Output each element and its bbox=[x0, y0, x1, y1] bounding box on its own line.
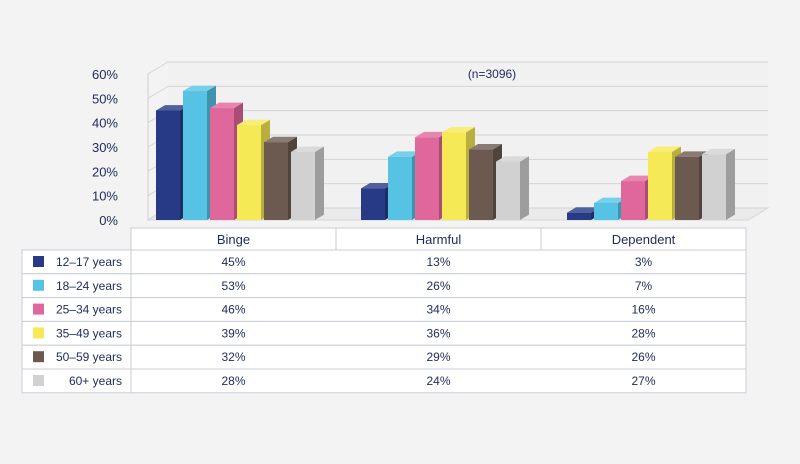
legend-label: 60+ years bbox=[69, 374, 122, 388]
bar-top bbox=[156, 105, 189, 111]
sample-size-annotation: (n=3096) bbox=[468, 67, 516, 81]
data-label: 27% bbox=[631, 374, 655, 388]
bar-side bbox=[726, 148, 735, 220]
bar-side bbox=[315, 146, 324, 220]
data-label: 28% bbox=[631, 326, 655, 340]
bar-front bbox=[442, 132, 466, 220]
data-label: 24% bbox=[426, 374, 450, 388]
data-label: 7% bbox=[635, 279, 653, 293]
y-tick-label: 30% bbox=[92, 140, 118, 155]
bar-top bbox=[361, 182, 394, 189]
bar-front bbox=[415, 137, 439, 220]
gridline bbox=[147, 61, 768, 75]
data-label: 13% bbox=[426, 255, 450, 269]
data-label: 29% bbox=[426, 350, 450, 364]
bar-top bbox=[469, 144, 502, 150]
bar-front bbox=[675, 156, 699, 220]
data-label: 3% bbox=[635, 255, 653, 269]
bar-front bbox=[291, 151, 315, 220]
bar-front bbox=[469, 149, 493, 220]
bar-top bbox=[442, 127, 475, 133]
data-label: 45% bbox=[221, 255, 245, 269]
y-tick-label: 0% bbox=[99, 213, 118, 228]
gridline bbox=[147, 85, 768, 99]
data-label: 34% bbox=[426, 303, 450, 317]
bar-top bbox=[291, 146, 324, 152]
column-header: Harmful bbox=[416, 232, 462, 247]
y-tick-label: 40% bbox=[92, 116, 118, 131]
bar-binge-6 bbox=[291, 146, 324, 220]
data-label: 28% bbox=[221, 374, 245, 388]
legend-swatch bbox=[33, 256, 44, 267]
data-label: 46% bbox=[221, 303, 245, 317]
legend-label: 50–59 years bbox=[56, 350, 122, 364]
bar-top bbox=[237, 119, 270, 126]
column-header: Binge bbox=[217, 232, 250, 247]
legend-label: 18–24 years bbox=[56, 279, 122, 293]
y-tick-label: 60% bbox=[92, 67, 118, 82]
bar-front bbox=[648, 151, 672, 220]
bar-front bbox=[264, 142, 288, 220]
bar-top bbox=[702, 148, 735, 155]
bar-front bbox=[156, 110, 180, 220]
bar-top bbox=[388, 151, 421, 157]
bar-front bbox=[388, 156, 412, 220]
bar-front bbox=[594, 202, 618, 220]
bar-top bbox=[183, 85, 216, 92]
bars-layer bbox=[156, 85, 735, 221]
y-tick-label: 20% bbox=[92, 164, 118, 179]
data-label: 53% bbox=[221, 279, 245, 293]
bar-top bbox=[210, 102, 243, 109]
data-label: 32% bbox=[221, 350, 245, 364]
legend-label: 35–49 years bbox=[56, 326, 122, 340]
data-label: 39% bbox=[221, 326, 245, 340]
legend-label: 12–17 years bbox=[56, 255, 122, 269]
bar-side bbox=[520, 156, 529, 220]
legend-swatch bbox=[33, 351, 44, 363]
bar-top bbox=[496, 156, 529, 162]
legend-swatch bbox=[33, 327, 44, 339]
bar-harmful-3 bbox=[415, 131, 448, 220]
y-tick-label: 50% bbox=[92, 91, 118, 106]
bar-top bbox=[594, 197, 627, 203]
y-tick-label: 10% bbox=[92, 189, 118, 204]
bar-top bbox=[621, 175, 654, 182]
bar-front bbox=[237, 125, 261, 220]
data-label: 26% bbox=[631, 350, 655, 364]
bar-front bbox=[361, 188, 385, 220]
legend-swatch bbox=[33, 375, 44, 386]
bar-harmful-1 bbox=[361, 182, 394, 220]
legend-swatch bbox=[33, 303, 44, 315]
legend-swatch bbox=[33, 279, 44, 291]
bar-top bbox=[648, 146, 681, 152]
bar-front bbox=[702, 154, 726, 220]
bar-top bbox=[264, 136, 297, 143]
data-label: 16% bbox=[631, 303, 655, 317]
bar-front bbox=[496, 161, 520, 220]
bar-front bbox=[183, 91, 207, 221]
bar-top bbox=[675, 151, 708, 157]
legend-label: 25–34 years bbox=[56, 303, 122, 317]
y-axis-ticks: 0% 10% 20% 30% 40% 50% 60% bbox=[92, 67, 118, 228]
data-table: Binge Harmful Dependent 12–17 years 45% 13% 3%… bbox=[21, 227, 747, 394]
bar-front bbox=[567, 212, 591, 220]
bar-top bbox=[415, 131, 448, 138]
data-label: 26% bbox=[426, 279, 450, 293]
bar-top bbox=[567, 207, 600, 213]
bar-dependent-6 bbox=[702, 148, 735, 220]
bar-front bbox=[210, 108, 234, 220]
bar-front bbox=[621, 181, 645, 220]
column-header: Dependent bbox=[612, 232, 676, 247]
data-label: 36% bbox=[426, 326, 450, 340]
bar-harmful-6 bbox=[496, 156, 529, 220]
